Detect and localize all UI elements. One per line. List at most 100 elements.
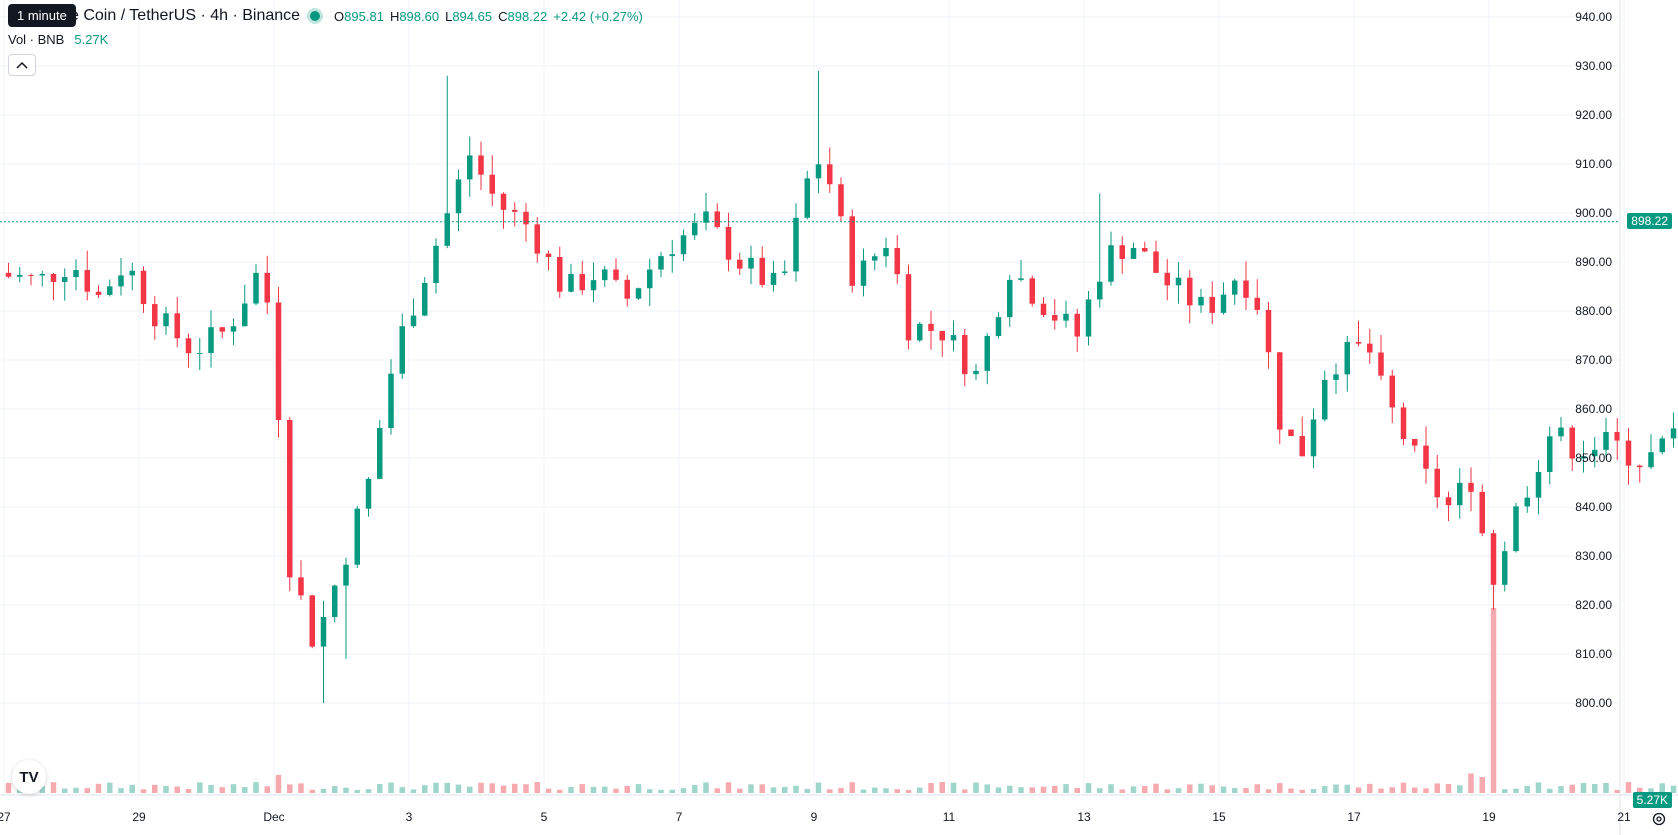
candle-body bbox=[5, 272, 12, 277]
volume-bar bbox=[737, 788, 743, 793]
volume-bar bbox=[759, 784, 765, 793]
candle-body bbox=[230, 326, 237, 332]
time-axis[interactable]: 2729Dec35791113151719212325272920263579 bbox=[0, 794, 1678, 824]
volume-bar bbox=[1513, 788, 1519, 793]
price-tick-label: 940.00 bbox=[1575, 10, 1612, 24]
candle-body bbox=[860, 260, 867, 286]
price-tick-label: 800.00 bbox=[1575, 696, 1612, 710]
volume-bar bbox=[1502, 789, 1508, 793]
candle-body bbox=[28, 274, 34, 276]
candle-body bbox=[725, 226, 732, 260]
volume-bar bbox=[1389, 787, 1395, 793]
volume-bar bbox=[354, 789, 360, 793]
volume-bar bbox=[1007, 785, 1013, 793]
volume-bar bbox=[1434, 783, 1440, 793]
volume-bars bbox=[5, 608, 1677, 793]
volume-bar bbox=[410, 789, 417, 793]
candle-body bbox=[455, 179, 462, 214]
volume-bar bbox=[129, 784, 135, 793]
time-tick-label: 13 bbox=[1077, 810, 1091, 824]
chart-settings-button[interactable] bbox=[1648, 808, 1670, 830]
volume-bar bbox=[140, 789, 147, 793]
volume-bar bbox=[894, 789, 900, 793]
candle-body bbox=[1142, 248, 1148, 252]
candle-body bbox=[1389, 375, 1395, 408]
volume-bar bbox=[197, 782, 203, 793]
volume-bar bbox=[1074, 787, 1080, 793]
candle-body bbox=[1277, 352, 1283, 430]
volume-bar bbox=[1164, 789, 1170, 793]
volume-bar bbox=[185, 788, 192, 793]
volume-bar bbox=[489, 783, 495, 793]
time-tick-label: 19 bbox=[1482, 810, 1496, 824]
price-tick-label: 820.00 bbox=[1575, 598, 1612, 612]
symbol-title[interactable]: e Coin / TetherUS · 4h · Binance bbox=[70, 7, 301, 24]
volume-bar bbox=[748, 784, 754, 793]
price-tick-label: 900.00 bbox=[1575, 206, 1612, 220]
candle-body bbox=[388, 373, 394, 429]
volume-bar bbox=[703, 782, 709, 793]
candle-body bbox=[1198, 296, 1204, 306]
tradingview-logo[interactable]: TV bbox=[12, 760, 46, 794]
candle-body bbox=[197, 353, 203, 355]
volume-bar bbox=[467, 786, 473, 793]
volume-bar bbox=[928, 783, 934, 793]
time-tick-label: 27 bbox=[0, 810, 11, 824]
volume-bar bbox=[1198, 783, 1204, 793]
volume-value: 5.27K bbox=[74, 32, 109, 47]
candle-body bbox=[624, 279, 630, 299]
time-tick-label: Dec bbox=[263, 810, 284, 824]
price-tick-label: 890.00 bbox=[1575, 255, 1612, 269]
volume-bar bbox=[163, 786, 169, 793]
candle-body bbox=[939, 330, 945, 341]
symbol-legend[interactable]: e Coin / TetherUS · 4h · Binance O 895.81… bbox=[70, 7, 643, 25]
candle-body bbox=[1580, 456, 1587, 459]
candle-body bbox=[95, 291, 102, 295]
price-axis[interactable]: 800.00 810.00 820.00 830.00 840.00 850.00 860.… bbox=[1575, 0, 1621, 835]
volume-bar bbox=[275, 775, 282, 793]
candle-body bbox=[793, 217, 799, 272]
price-change: +2.42 (+0.27%) bbox=[553, 8, 643, 24]
candle-body bbox=[1097, 281, 1103, 300]
volume-label: Vol · BNB bbox=[8, 32, 65, 47]
candle-body bbox=[422, 282, 428, 316]
time-tick-label: 11 bbox=[943, 810, 956, 824]
volume-bar bbox=[1355, 787, 1362, 793]
collapse-legend-button[interactable] bbox=[8, 54, 36, 76]
volume-bar bbox=[804, 788, 810, 793]
candle-body bbox=[219, 327, 225, 332]
candle-body bbox=[1119, 245, 1125, 259]
volume-bar bbox=[512, 783, 518, 793]
volume-bar bbox=[1153, 783, 1159, 793]
volume-bar bbox=[624, 785, 630, 793]
volume-bar bbox=[613, 788, 619, 793]
volume-bar bbox=[1063, 784, 1069, 793]
candle-body bbox=[478, 155, 484, 175]
candle-body bbox=[1637, 465, 1643, 468]
candle-body bbox=[1108, 245, 1114, 282]
candle-body bbox=[1220, 294, 1227, 313]
candle-body bbox=[557, 257, 563, 292]
volume-bar bbox=[692, 784, 698, 793]
candle-body bbox=[1445, 497, 1452, 506]
volume-bar bbox=[287, 784, 293, 793]
volume-bar bbox=[1614, 789, 1620, 793]
candle-body bbox=[62, 277, 68, 282]
volume-bar bbox=[1625, 782, 1632, 793]
volume-bar bbox=[590, 786, 597, 793]
candle-body bbox=[107, 286, 113, 295]
volume-bar bbox=[680, 788, 687, 793]
candle-body bbox=[815, 164, 822, 179]
candle-body bbox=[714, 211, 720, 227]
candle-body bbox=[1130, 248, 1137, 259]
candle-body bbox=[377, 428, 383, 479]
volume-bar bbox=[1490, 608, 1497, 793]
last-volume-tag: 5.27K bbox=[1632, 792, 1672, 808]
volume-legend[interactable]: Vol · BNB 5.27K bbox=[8, 32, 108, 47]
volume-bar bbox=[827, 789, 833, 793]
candle-body bbox=[1524, 497, 1530, 507]
volume-bar bbox=[1412, 787, 1418, 793]
candle-body bbox=[894, 248, 900, 275]
volume-bar bbox=[174, 786, 180, 793]
